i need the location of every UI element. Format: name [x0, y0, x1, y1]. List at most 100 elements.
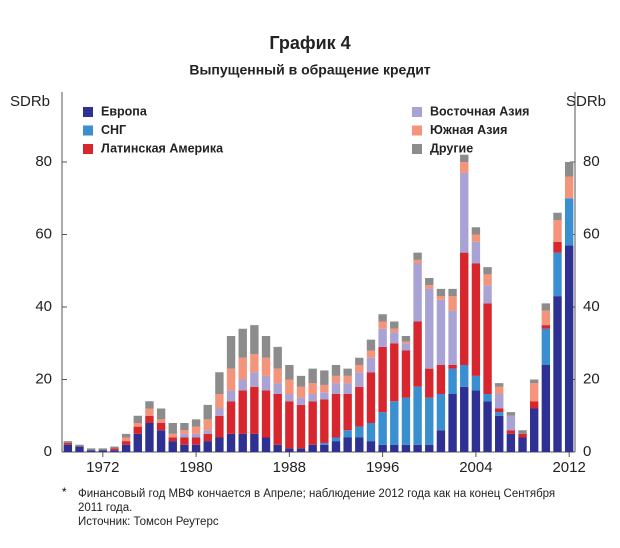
bar-segment — [366, 441, 376, 452]
bar-segment — [425, 278, 434, 286]
bar-segment — [390, 444, 399, 452]
bar-segment — [308, 401, 317, 445]
bar-segment — [343, 394, 352, 431]
bar-segment — [261, 437, 271, 452]
bar-segment — [401, 341, 411, 344]
bar-segment — [191, 433, 201, 438]
legend-swatch — [412, 144, 422, 154]
bar-segment — [156, 430, 166, 452]
bar-segment — [226, 336, 236, 369]
chart-subtitle: Выпущенный в обращение кредит — [189, 62, 430, 78]
bar-segment — [133, 426, 142, 434]
bar-segment — [121, 433, 131, 438]
bar-segment — [460, 172, 469, 253]
bar-segment — [296, 375, 306, 387]
bar-segment — [98, 450, 108, 452]
x-tick-label: 1996 — [366, 459, 399, 476]
bar-segment — [553, 212, 562, 220]
bar-segment — [413, 263, 422, 322]
bar-segment — [366, 357, 376, 373]
bar-segment — [296, 386, 306, 398]
bar-segment — [564, 245, 574, 452]
bar-segment — [145, 408, 154, 416]
bar-segment — [378, 328, 387, 347]
y2-axis-label: SDRb — [566, 93, 606, 110]
bar-segment — [483, 401, 492, 452]
y2-tick-label: 40 — [583, 298, 600, 315]
bar-segment — [250, 386, 259, 434]
y-tick-label: 20 — [35, 370, 52, 387]
bar-segment — [541, 303, 551, 311]
bar-segment — [308, 394, 317, 402]
bar-segment — [273, 368, 282, 384]
bar-segment — [390, 321, 399, 329]
bar-segment — [366, 339, 376, 351]
bar-segment — [331, 437, 341, 442]
bar-segment — [215, 437, 224, 452]
bar-segment — [215, 415, 224, 438]
bar-segment — [529, 383, 539, 402]
bar-segment — [518, 437, 527, 452]
legend-label: Другие — [430, 141, 473, 155]
bar-segment — [401, 350, 411, 398]
bar-segment — [483, 274, 492, 286]
bar-segment — [98, 448, 108, 451]
legend-swatch — [83, 125, 93, 136]
bar-segment — [238, 328, 247, 358]
bar-segment — [378, 321, 387, 329]
bar-segment — [495, 412, 504, 416]
bar-segment — [203, 441, 212, 452]
legend-label: Латинская Америка — [101, 141, 224, 155]
bar-segment — [320, 370, 329, 385]
bar-segment — [156, 408, 166, 420]
bar-segment — [506, 415, 516, 431]
bar-segment — [471, 241, 481, 264]
bar-segment — [308, 368, 317, 384]
bar-segment — [320, 444, 329, 452]
bar-segment — [436, 299, 446, 365]
bar-segment — [203, 419, 212, 431]
x-tick-label: 2012 — [552, 459, 585, 476]
bar-segment — [285, 394, 294, 402]
bar-segment — [343, 383, 352, 394]
bar-segment — [553, 296, 562, 452]
bar-segment — [495, 415, 504, 452]
bar-segment — [238, 357, 247, 380]
bar-segment — [273, 394, 282, 445]
bar-segment — [86, 448, 96, 451]
y2-tick-label: 20 — [583, 370, 600, 387]
bar-segment — [145, 423, 154, 452]
bar-segment — [471, 390, 481, 452]
bar-segment — [378, 444, 387, 452]
bar-segment — [285, 379, 294, 394]
bar-segment — [331, 383, 341, 394]
bar-segment — [191, 426, 201, 434]
bar-segment — [448, 365, 457, 369]
footnote: Финансовый год МВФ кончается в Апреле; н… — [78, 488, 556, 514]
bar-segment — [215, 408, 224, 416]
bar-segment — [471, 375, 481, 391]
bar-segment — [460, 154, 469, 162]
bar-segment — [471, 234, 481, 242]
bar-segment — [215, 394, 224, 409]
x-tick-label: 1972 — [86, 459, 119, 476]
bar-segment — [156, 423, 166, 431]
bar-segment — [425, 288, 434, 369]
bar-segment — [261, 336, 271, 358]
source: Источник: Томсон Реутерс — [78, 516, 219, 528]
bar-segment — [308, 444, 317, 452]
bar-segment — [460, 162, 469, 173]
bar-segment — [331, 394, 341, 438]
bar-segment — [564, 176, 574, 199]
bar-segment — [215, 372, 224, 394]
bar-segment — [121, 441, 131, 445]
y-axis-label: SDRb — [10, 93, 50, 110]
x-tick-label: 2004 — [459, 459, 492, 476]
bar-segment — [343, 368, 352, 376]
bar-segment — [121, 437, 131, 442]
bar-segment — [226, 433, 236, 452]
bar-segment — [425, 285, 434, 289]
bar-segment — [133, 423, 142, 427]
bar-segment — [390, 328, 399, 333]
